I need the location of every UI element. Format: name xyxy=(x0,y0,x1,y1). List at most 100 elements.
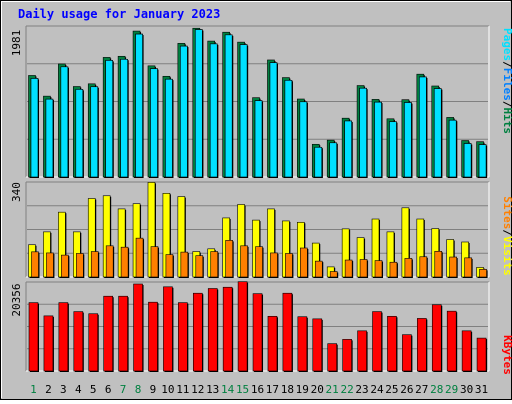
pages-bar-day-31 xyxy=(478,144,488,178)
pages-bar-day-5 xyxy=(90,86,99,178)
sites-bar-day-2 xyxy=(46,252,55,278)
kbytes-panel-legend: KBytes xyxy=(501,335,512,375)
kbytes-bar-day-25 xyxy=(387,315,398,372)
day-label-17: 17 xyxy=(266,383,279,396)
day-label-24: 24 xyxy=(370,383,384,396)
sites-bar-day-10 xyxy=(165,254,174,278)
kbytes-bar-day-19 xyxy=(297,316,308,372)
day-label-2: 2 xyxy=(45,383,52,396)
kbytes-bar-day-2 xyxy=(43,315,54,372)
pages-bar-day-18 xyxy=(284,80,293,178)
sites-bar-day-28 xyxy=(434,250,443,278)
sites-bar-day-16 xyxy=(255,246,264,278)
kbytes-panel xyxy=(25,281,490,372)
pages-bar-day-6 xyxy=(105,60,114,178)
day-label-27: 27 xyxy=(415,383,428,396)
kbytes-bar-day-8 xyxy=(133,283,144,372)
pages-bar-day-20 xyxy=(314,146,323,178)
day-label-8: 8 xyxy=(135,383,142,396)
hits-panel-legend: Pages/Files/Hits xyxy=(501,28,512,134)
sites-bar-day-21 xyxy=(329,271,339,278)
sites-bar-day-23 xyxy=(359,259,369,278)
legend-sep-1: / xyxy=(501,61,512,68)
kbytes-bar-day-21 xyxy=(327,343,338,372)
pages-bar-day-30 xyxy=(463,143,473,178)
kbytes-bar-day-18 xyxy=(282,292,293,372)
day-label-31: 31 xyxy=(475,383,488,396)
pages-bar-day-4 xyxy=(75,89,84,178)
legend-hits: Hits xyxy=(501,108,512,135)
sites-bar-day-9 xyxy=(150,246,159,278)
sites-bar-day-17 xyxy=(270,252,279,278)
kbytes-bar-day-1 xyxy=(28,302,39,372)
sites-bar-day-27 xyxy=(419,256,428,278)
kbytes-bar-day-26 xyxy=(402,334,413,372)
kbytes-bar-day-14 xyxy=(222,286,234,372)
day-label-23: 23 xyxy=(355,383,368,396)
pages-bar-day-12 xyxy=(194,29,204,179)
day-labels: 1 2 3 4 5 6 7 8 9 10 11 12 13 14 15 16 17 18 19 20 21 22 23 24 2… xyxy=(30,383,488,396)
kbytes-bar-day-5 xyxy=(88,313,99,372)
day-label-21: 21 xyxy=(326,383,339,396)
sites-bar-day-6 xyxy=(105,245,115,278)
pages-bar-day-26 xyxy=(404,102,413,178)
pages-bar-day-14 xyxy=(224,34,234,178)
day-label-3: 3 xyxy=(60,383,67,396)
day-label-11: 11 xyxy=(176,383,189,396)
sites-bar-day-24 xyxy=(374,260,384,278)
kbytes-bar-day-17 xyxy=(267,315,278,372)
pages-bar-day-27 xyxy=(419,76,428,178)
kbytes-bar-day-29 xyxy=(446,310,458,372)
day-label-15: 15 xyxy=(236,383,249,396)
legend-sep-2: / xyxy=(501,101,512,108)
kbytes-bar-day-23 xyxy=(357,330,368,372)
day-label-25: 25 xyxy=(385,383,398,396)
sites-bar-day-5 xyxy=(90,251,100,278)
kbytes-bar-day-22 xyxy=(342,339,353,372)
pages-bar-day-10 xyxy=(165,78,174,178)
sites-bar-day-26 xyxy=(404,258,413,278)
kbytes-bar-day-27 xyxy=(417,318,428,372)
kbytes-bar-day-16 xyxy=(252,293,264,372)
kbytes-bar-day-11 xyxy=(178,302,189,372)
pages-bar-day-7 xyxy=(120,58,129,179)
pages-bar-day-3 xyxy=(60,66,69,178)
pages-bar-day-24 xyxy=(374,101,383,178)
day-label-12: 12 xyxy=(191,383,204,396)
pages-bar-day-19 xyxy=(299,101,308,178)
day-label-19: 19 xyxy=(296,383,309,396)
kbytes-bar-day-24 xyxy=(372,311,383,372)
sites-bar-day-12 xyxy=(195,255,204,278)
kbytes-bar-day-6 xyxy=(103,295,114,372)
day-label-29: 29 xyxy=(445,383,458,396)
day-label-18: 18 xyxy=(281,383,294,396)
sites-bar-day-30 xyxy=(464,257,473,278)
day-label-26: 26 xyxy=(400,383,413,396)
kbytes-bar-day-30 xyxy=(461,330,473,372)
pages-bar-day-29 xyxy=(448,119,458,178)
sites-bar-day-25 xyxy=(389,261,398,278)
visits-panel-legend: Sites/Visits xyxy=(501,196,512,276)
visits-panel-ymax-label: 340 xyxy=(10,182,23,202)
kbytes-bar-day-31 xyxy=(476,337,488,372)
legend-files: Files xyxy=(501,68,512,101)
pages-bar-day-11 xyxy=(180,45,189,178)
sites-bar-day-14 xyxy=(225,240,234,278)
sites-bar-day-29 xyxy=(449,256,458,278)
pages-bar-day-22 xyxy=(344,120,353,178)
kbytes-bar-day-28 xyxy=(431,304,443,372)
sites-bar-day-4 xyxy=(76,253,85,278)
sites-bar-day-31 xyxy=(479,269,488,278)
kbytes-bar-day-13 xyxy=(207,288,219,372)
day-label-7: 7 xyxy=(120,383,127,396)
kbytes-bar-day-9 xyxy=(148,301,159,372)
sites-bar-day-8 xyxy=(135,237,145,278)
day-label-5: 5 xyxy=(90,383,97,396)
kbytes-bar-day-15 xyxy=(237,281,249,372)
pages-bar-day-21 xyxy=(329,142,338,178)
sites-bar-day-1 xyxy=(31,251,40,278)
chart-panels xyxy=(25,25,490,372)
pages-bar-day-8 xyxy=(135,33,144,178)
sites-bar-day-19 xyxy=(300,247,309,278)
